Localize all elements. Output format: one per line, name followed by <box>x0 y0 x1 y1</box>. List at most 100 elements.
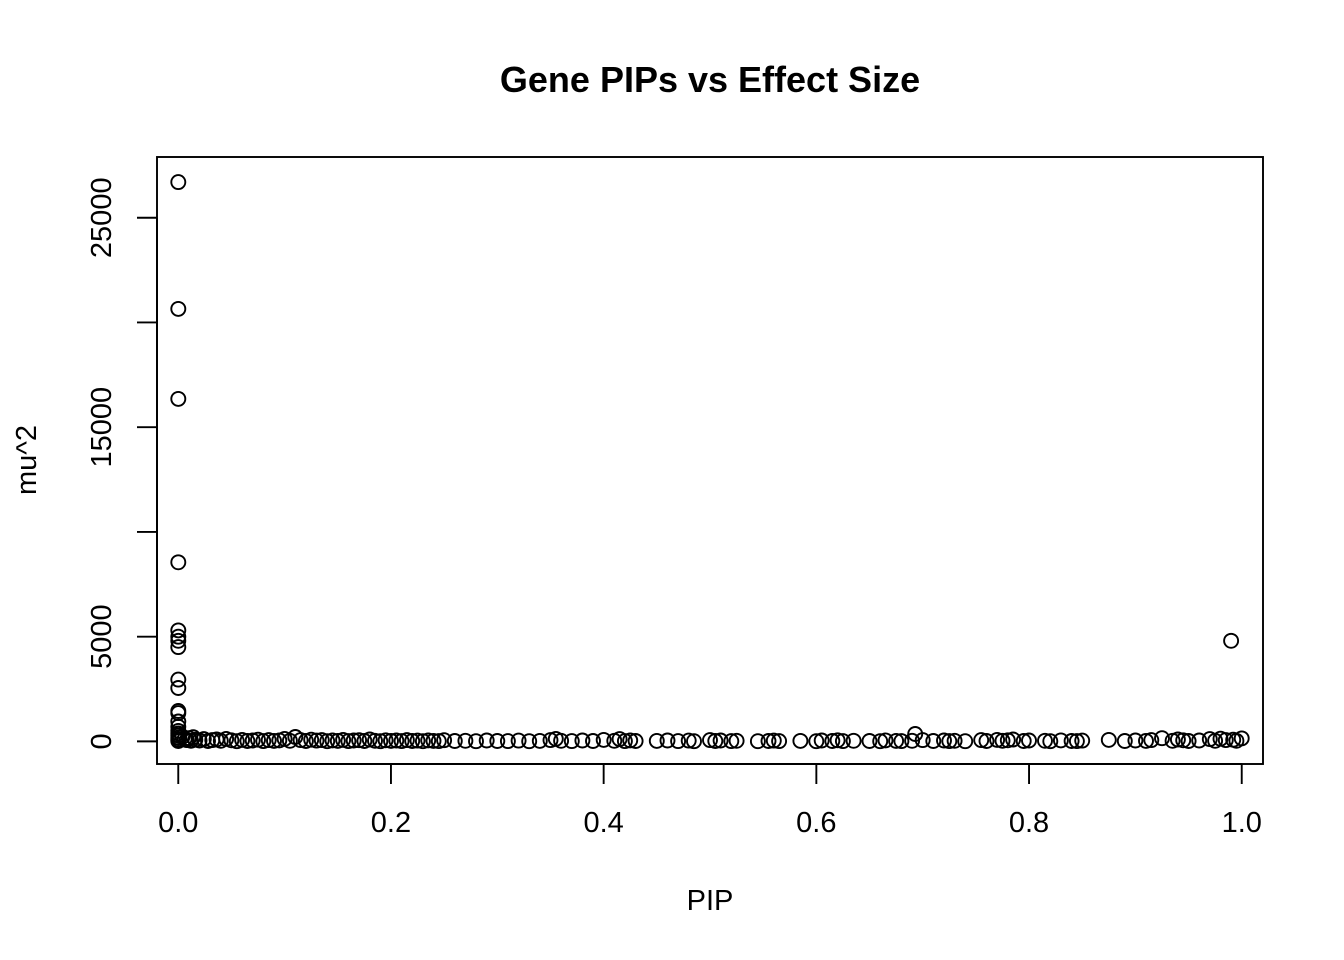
data-point <box>436 732 453 749</box>
data-point <box>170 680 187 696</box>
data-point <box>707 733 724 749</box>
x-tick-label: 0.6 <box>796 807 836 839</box>
data-point <box>1100 731 1117 748</box>
data-point <box>1005 731 1022 748</box>
x-tick-label: 0.2 <box>371 807 411 839</box>
data-point <box>946 732 963 749</box>
data-point <box>1042 733 1059 750</box>
data-point <box>404 733 421 749</box>
data-point <box>255 733 272 750</box>
data-point <box>893 733 910 750</box>
data-point <box>313 732 330 749</box>
chart-title: Gene PIPs vs Effect Size <box>500 59 920 100</box>
data-point <box>808 733 825 750</box>
data-point <box>845 732 862 749</box>
data-point <box>383 732 399 749</box>
data-point <box>563 733 580 750</box>
data-point <box>686 733 702 750</box>
data-point <box>728 732 745 749</box>
data-point <box>861 733 878 749</box>
data-point <box>521 733 538 750</box>
data-point <box>372 733 389 750</box>
data-point <box>170 554 187 571</box>
data-point <box>478 732 495 749</box>
data-point <box>170 632 187 649</box>
data-point <box>409 732 426 749</box>
data-point <box>340 733 357 750</box>
data-point <box>1074 732 1091 749</box>
data-point <box>239 733 256 749</box>
data-point <box>1143 732 1160 749</box>
data-point <box>627 733 644 749</box>
data-point <box>829 732 846 749</box>
data-point <box>659 732 676 749</box>
y-tick-label: 0 <box>86 733 118 749</box>
data-point <box>925 733 942 749</box>
data-point <box>393 733 410 750</box>
data-point <box>345 732 362 749</box>
y-tick-label: 5000 <box>86 604 118 669</box>
data-point <box>457 732 474 749</box>
x-tick-label: 0.4 <box>583 807 623 839</box>
data-point <box>420 732 437 749</box>
data-point <box>702 732 718 749</box>
data-point <box>266 732 282 749</box>
data-point <box>680 732 697 749</box>
data-point <box>531 732 548 749</box>
data-point <box>367 732 383 749</box>
x-tick-label: 0.0 <box>158 807 198 839</box>
data-point <box>616 733 633 750</box>
y-tick-label: 15000 <box>86 387 118 468</box>
data-point <box>377 732 394 749</box>
data-point <box>510 732 527 749</box>
data-point <box>308 732 325 749</box>
data-points <box>170 174 1250 750</box>
data-point <box>872 733 889 750</box>
data-point <box>670 733 687 750</box>
data-point <box>351 732 368 749</box>
data-point <box>499 733 516 750</box>
data-point <box>223 732 240 749</box>
data-point <box>553 732 570 749</box>
data-point <box>978 733 995 749</box>
data-point <box>244 732 261 749</box>
data-point <box>771 733 788 750</box>
data-point <box>1223 632 1240 649</box>
data-point <box>468 733 484 750</box>
data-point <box>1175 732 1192 749</box>
data-point <box>749 733 766 750</box>
data-point <box>1127 732 1144 749</box>
y-axis-label: mu^2 <box>11 425 43 495</box>
x-axis: 0.0 0.2 0.4 0.6 0.8 1.0 <box>158 763 1262 839</box>
data-point <box>398 732 415 749</box>
data-point <box>723 733 740 750</box>
data-point <box>1052 732 1069 749</box>
data-point <box>170 622 187 639</box>
data-point <box>170 174 187 191</box>
data-point <box>765 732 782 749</box>
data-point <box>973 732 990 749</box>
data-point <box>446 733 463 749</box>
data-point <box>989 731 1006 748</box>
data-point <box>888 732 905 749</box>
y-tick-label: 25000 <box>86 177 118 258</box>
x-tick-label: 1.0 <box>1222 807 1262 839</box>
y-axis: 0 5000 15000 25000 <box>86 177 158 749</box>
data-point <box>914 732 931 749</box>
data-point <box>170 628 187 645</box>
data-point <box>760 733 777 749</box>
data-point <box>324 732 341 749</box>
data-point <box>1180 733 1197 749</box>
data-point <box>595 731 612 748</box>
data-point <box>999 732 1016 749</box>
data-point <box>1015 733 1032 749</box>
data-point <box>170 390 187 407</box>
data-point <box>648 732 665 749</box>
data-point <box>585 733 601 749</box>
plot-frame <box>156 156 1264 765</box>
data-point <box>329 732 346 749</box>
data-point <box>1154 730 1170 747</box>
data-point <box>1233 730 1250 747</box>
data-point <box>1217 732 1234 749</box>
data-point <box>1116 733 1133 749</box>
